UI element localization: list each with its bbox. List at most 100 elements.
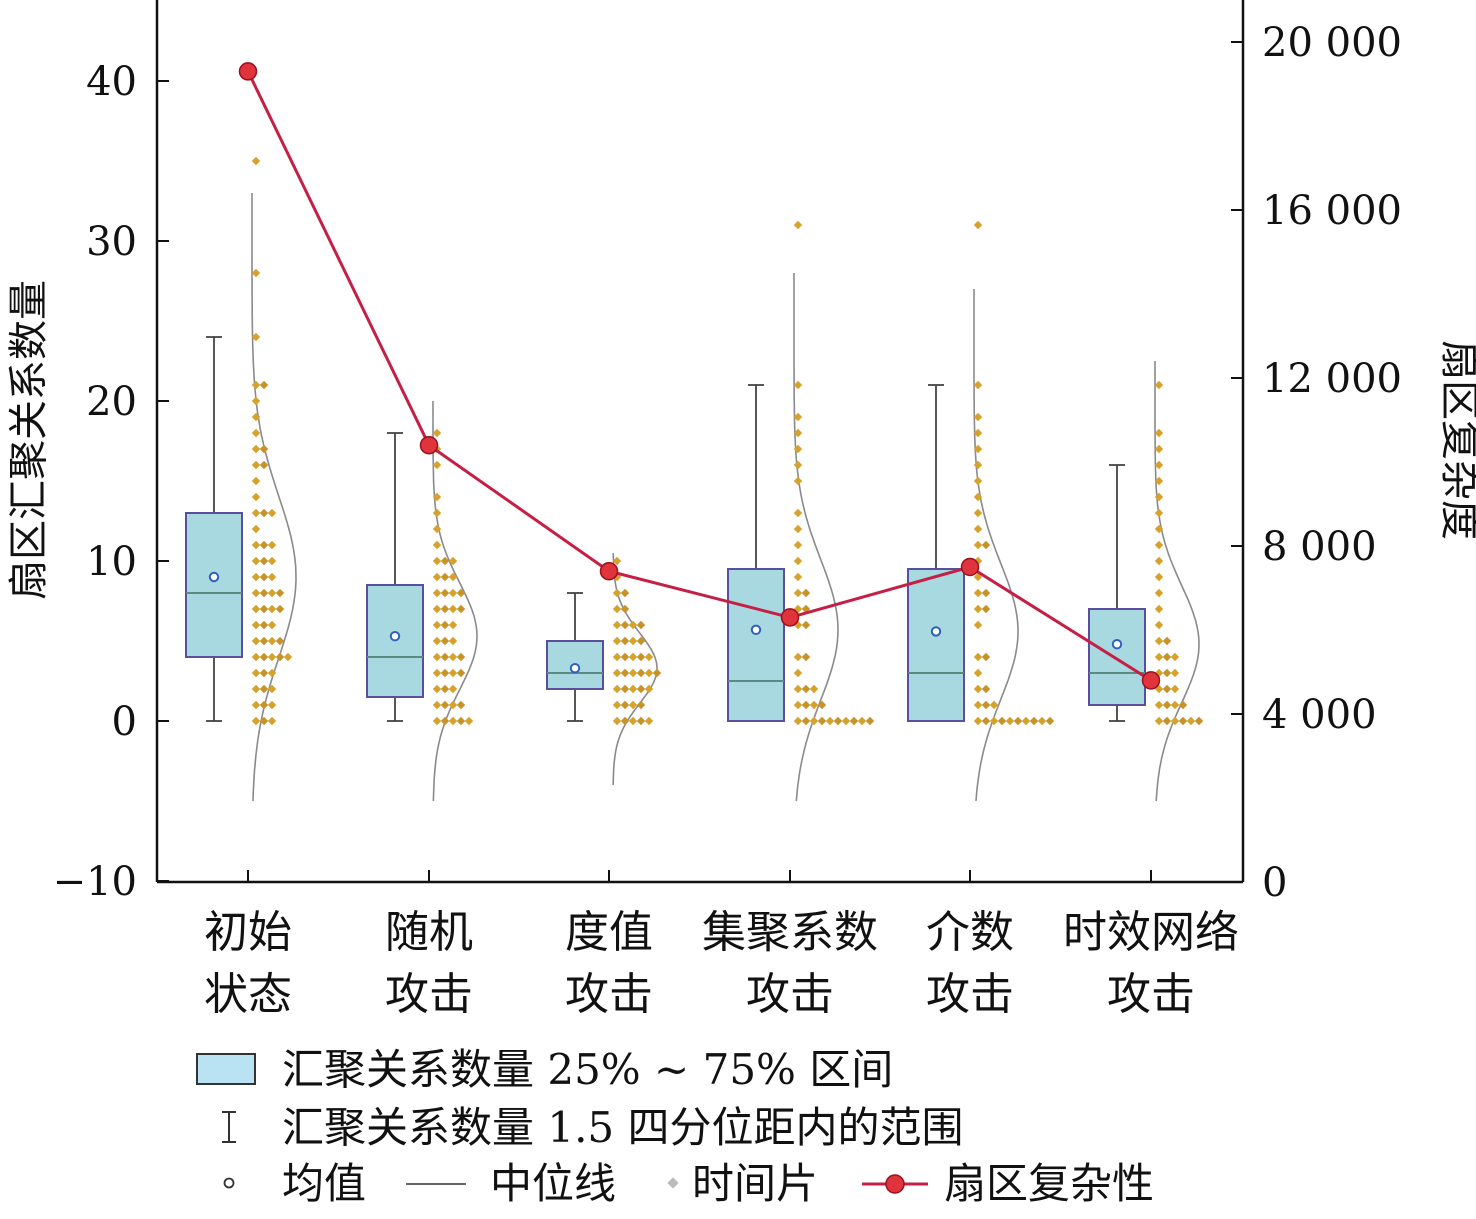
distribution-curve (251, 193, 297, 802)
time-slice-dot (251, 636, 261, 646)
left-tick-label: 40 (86, 59, 137, 105)
time-slice-dot (440, 604, 450, 614)
time-slice-dot (636, 636, 646, 646)
time-slice-dot (440, 684, 450, 694)
time-slice-dot (432, 428, 442, 438)
time-slice-dot (1154, 460, 1164, 470)
time-slice-dot (620, 620, 630, 630)
time-slice-dot (849, 716, 859, 726)
mean-marker (208, 571, 220, 583)
category-label: 攻击 (746, 969, 834, 1020)
time-slice-dot (1154, 508, 1164, 518)
right-tick-label: 4 000 (1262, 692, 1377, 738)
time-slice-dot (973, 620, 983, 630)
time-slice-dot (612, 684, 622, 694)
time-slice-dot (620, 668, 630, 678)
complexity-point (238, 62, 258, 81)
time-slice-dot (259, 540, 269, 550)
time-slice-dot (1170, 700, 1180, 710)
legend-box-swatch (196, 1053, 256, 1085)
time-slice-dot (440, 556, 450, 566)
time-slice-dot (251, 444, 261, 454)
time-slice-dot (1170, 716, 1180, 726)
category-label: 时效网络 (1063, 907, 1239, 958)
time-slice-dot (1154, 540, 1164, 550)
time-slice-dot (1154, 652, 1164, 662)
time-slice-dot (275, 604, 285, 614)
time-slice-dot (432, 636, 442, 646)
time-slice-dot (612, 604, 622, 614)
legend-whisker-swatch (222, 1111, 236, 1143)
time-slice-dot (973, 220, 983, 230)
time-slice-dot (432, 524, 442, 534)
time-slice-dot (801, 588, 811, 598)
category-label: 介数 (926, 907, 1014, 958)
time-slice-dot (628, 716, 638, 726)
time-slice-dot (275, 652, 285, 662)
time-slice-dot (1154, 716, 1164, 726)
time-slice-dot (973, 476, 983, 486)
time-slice-dot (801, 716, 811, 726)
time-slice-dot (973, 460, 983, 470)
time-slice-dot (636, 684, 646, 694)
time-slice-dot (612, 620, 622, 630)
time-slice-dot (251, 476, 261, 486)
mean-marker (930, 626, 942, 637)
time-slice-dot (267, 684, 277, 694)
time-slice-dot (1162, 636, 1172, 646)
time-slice-dot (251, 604, 261, 614)
time-slice-dot (1154, 572, 1164, 582)
axis-ticks: −10 0 10 20 30 40 0 4 000 8 000 12 000 16 000 20 00… (53, 20, 1402, 1020)
time-slice-dot (432, 700, 442, 710)
category-label: 随机 (385, 907, 473, 958)
time-slice-dot (825, 716, 835, 726)
time-slice-dot (1162, 652, 1172, 662)
complexity-point (599, 561, 619, 581)
time-slice-dot (981, 684, 991, 694)
left-tick-label: 10 (86, 539, 137, 585)
time-slice-dot (620, 604, 630, 614)
time-slice-dot (1154, 476, 1164, 486)
time-slice-dot (432, 620, 442, 630)
time-slice-dot (793, 444, 803, 454)
time-slice-dot (267, 636, 277, 646)
time-slice-dot (448, 636, 458, 646)
time-slice-dot (283, 652, 293, 662)
time-slice-dot (612, 636, 622, 646)
time-slice-dot (448, 716, 458, 726)
category-label: 集聚系数 (702, 907, 878, 958)
time-slice-dot (857, 716, 867, 726)
time-slice-dot (973, 492, 983, 502)
time-slice-dot (865, 716, 875, 726)
time-slice-dot (801, 620, 811, 630)
time-slice-dot (1194, 716, 1204, 726)
complexity-point (960, 557, 980, 577)
time-slice-dot (251, 460, 261, 470)
time-slice-dot (652, 668, 662, 678)
time-slice-dot (440, 668, 450, 678)
time-slice-dot (456, 604, 466, 614)
time-slice-dot (636, 700, 646, 710)
time-slice-dot (1154, 700, 1164, 710)
time-slice-dot (275, 588, 285, 598)
time-slice-dot (612, 588, 622, 598)
time-slice-dot (973, 380, 983, 390)
mean-marker (750, 624, 762, 635)
time-slice-dot (973, 652, 983, 662)
time-slice-dot (267, 508, 277, 518)
time-slice-dot (448, 620, 458, 630)
time-slice-dot (1162, 716, 1172, 726)
time-slice-dot (1170, 652, 1180, 662)
time-slice-dot (973, 524, 983, 534)
time-slice-dot (981, 652, 991, 662)
distribution-curve (973, 289, 1019, 802)
time-slice-dot (612, 652, 622, 662)
time-slice-dot (432, 460, 442, 470)
category-label: 攻击 (1107, 969, 1195, 1020)
time-slice-dot (644, 668, 654, 678)
time-slice-dot (793, 412, 803, 422)
time-slice-dot (628, 620, 638, 630)
time-slice-dot (973, 444, 983, 454)
category-label: 攻击 (385, 969, 473, 1020)
